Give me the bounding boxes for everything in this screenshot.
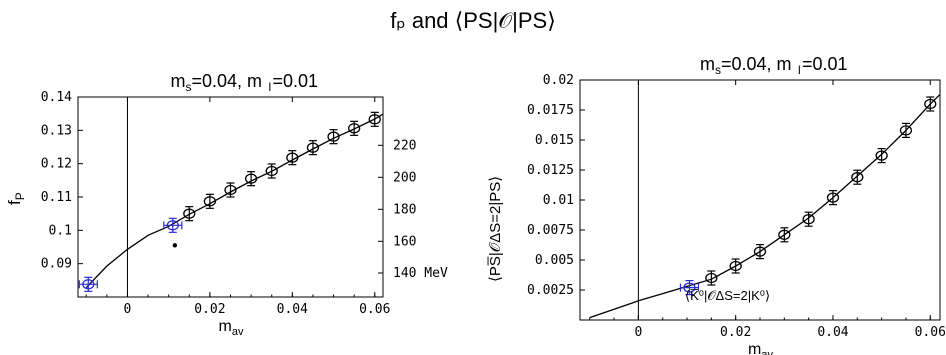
panel-title-m: ms [171,71,192,94]
y-tick-label: 0.12 [41,157,72,172]
panel-title-mid: =0.04, m [721,54,792,74]
x-tick-label: 0.02 [194,302,225,317]
page-title: fₚ and ⟨PS|𝒪|PS⟩ [390,8,556,33]
x-axis-label: mav [219,318,244,338]
panel-title-m: ms [700,54,721,77]
y-tick-label: 0.13 [41,123,72,138]
panel-title-m-sub: s [715,63,721,77]
y-tick-label: 0.1 [49,223,72,238]
data-point [306,142,320,153]
data-point [924,98,937,110]
y-tick-label: 0.14 [41,90,72,105]
data-point [224,184,237,196]
panel-title-end: =0.01 [273,71,319,91]
x-axis-label-sub: av [761,349,773,355]
y-tick-label: 0.0125 [527,163,574,178]
x-axis-label: mav [748,341,773,355]
data-point [778,229,791,240]
data-point [183,208,196,219]
data-point [327,131,340,142]
right-tick-label: 160 [393,234,416,249]
annotation-label: ⟨K̅⁰|𝒪ΔS=2|K⁰⟩ [685,288,770,303]
right-tick-label: 140 MeV [393,266,448,281]
y-axis-label: ⟨PS̅|𝒪ΔS=2|PS⟩ [487,176,504,282]
y-axis-label-base: f [5,200,24,205]
right-tick-label: 180 [393,202,416,217]
y-axis-label-sub: P [13,192,27,200]
data-point [172,243,178,248]
x-tick-label: 0.06 [359,302,390,317]
data-point [826,192,840,203]
panel-title-m-base: m [700,54,715,74]
right-tick-label: 220 [393,138,416,153]
data-point [875,150,888,161]
x-tick-label: 0.06 [915,325,946,340]
panel-title-sub: l [269,80,272,94]
y-tick-label: 0.09 [41,257,72,272]
data-point [166,220,179,231]
x-tick-label: 0.04 [277,302,308,317]
chart-panel-1: 0 0.02 0.04 0.06 0.09 0.1 0.11 0.12 0.13 0.14 140 … [5,71,448,338]
x-tick-label: 0 [124,302,132,317]
x-tick-label: 0.02 [720,325,751,340]
data-point [82,279,95,290]
data-point [802,214,815,225]
x-tick-label: 0 [634,325,642,340]
data-point [286,152,299,163]
data-point [265,165,278,177]
data-point [244,173,258,184]
y-tick-label: 0.0175 [527,103,574,118]
data-point [705,272,718,284]
chart-panel-2: 0 0.02 0.04 0.06 0.0025 0.005 0.0075 0.01 0.0125… [487,54,946,355]
x-axis-label-base: m [748,341,761,355]
panel-title-end: =0.01 [802,54,848,74]
panel-title-sub: l [798,63,801,77]
x-axis-label-base: m [219,318,232,335]
data-point [729,260,742,272]
y-tick-label: 0.01 [543,193,574,208]
data-point [753,246,767,257]
y-axis-label: fP [5,192,27,205]
x-axis-label-sub: av [232,326,244,338]
data-point [203,196,217,207]
fit-curve [589,93,941,319]
y-tick-label: 0.0025 [527,283,574,298]
data-point [899,125,913,136]
x-tick-label: 0.04 [817,325,848,340]
data-point [683,282,696,293]
panel-title-m-base: m [171,71,186,91]
y-tick-label: 0.02 [543,73,574,88]
fit-curve [85,113,384,289]
plot-frame [579,79,941,321]
y-tick-label: 0.11 [41,190,72,205]
data-point [851,172,864,183]
data-point [368,114,381,125]
y-tick-label: 0.0075 [527,223,574,238]
data-point [347,123,361,134]
y-tick-label: 0.005 [535,253,574,268]
y-tick-label: 0.015 [535,133,574,148]
panel-title-mid: =0.04, m [192,71,263,91]
panel-title-m-sub: s [186,80,192,94]
right-tick-label: 200 [393,170,416,185]
